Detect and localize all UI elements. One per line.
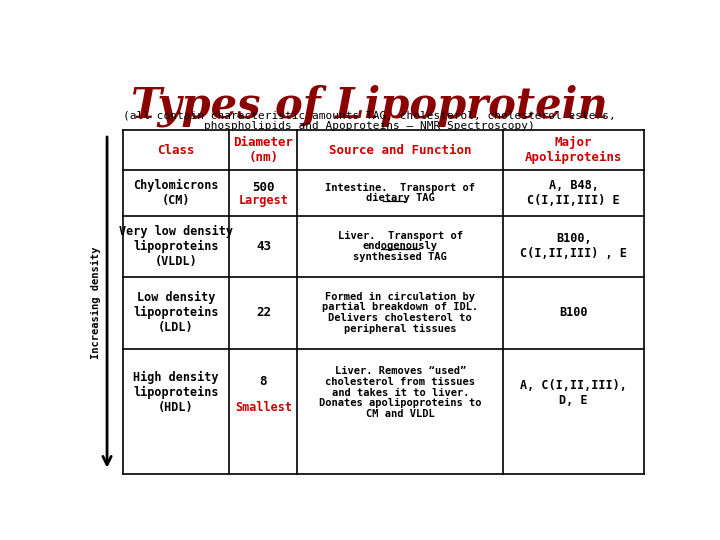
Text: Intestine.  Transport of: Intestine. Transport of xyxy=(325,183,475,193)
Text: dietary TAG: dietary TAG xyxy=(366,193,435,204)
Text: partial breakdown of IDL.: partial breakdown of IDL. xyxy=(322,302,478,312)
Text: Donates apolipoproteins to: Donates apolipoproteins to xyxy=(319,399,482,408)
Text: Largest: Largest xyxy=(238,194,288,207)
Text: 43: 43 xyxy=(256,240,271,253)
Text: Types of Lipoprotein: Types of Lipoprotein xyxy=(130,84,608,126)
Text: Source and Function: Source and Function xyxy=(329,144,472,157)
Text: dietary TAG: dietary TAG xyxy=(366,193,435,204)
Text: Low density
lipoproteins
(LDL): Low density lipoproteins (LDL) xyxy=(133,291,219,334)
Text: Smallest: Smallest xyxy=(235,401,292,414)
Text: High density
lipoproteins
(HDL): High density lipoproteins (HDL) xyxy=(133,371,219,414)
Text: 22: 22 xyxy=(256,306,271,319)
Text: synthesised TAG: synthesised TAG xyxy=(354,252,447,262)
Text: phospholipids and Apoproteins – NMR Spectroscopy): phospholipids and Apoproteins – NMR Spec… xyxy=(204,121,534,131)
Text: cholesterol from tissues: cholesterol from tissues xyxy=(325,377,475,387)
Text: Major
Apoliproteins: Major Apoliproteins xyxy=(525,136,623,164)
Text: B100,
C(I,II,III) , E: B100, C(I,II,III) , E xyxy=(521,232,627,260)
Text: and takes it to liver.: and takes it to liver. xyxy=(331,388,469,397)
Text: dietary TAG: dietary TAG xyxy=(366,193,435,204)
Text: Class: Class xyxy=(157,144,195,157)
Text: Liver.  Transport of: Liver. Transport of xyxy=(338,231,463,241)
Text: endogenously: endogenously xyxy=(363,241,438,252)
Text: Delivers cholesterol to: Delivers cholesterol to xyxy=(328,313,472,323)
Text: A, C(I,II,III),
D, E: A, C(I,II,III), D, E xyxy=(521,379,627,407)
Text: Chylomicrons
(CM): Chylomicrons (CM) xyxy=(133,179,219,207)
Text: Very low density
lipoproteins
(VLDL): Very low density lipoproteins (VLDL) xyxy=(119,225,233,268)
Text: 8: 8 xyxy=(260,375,267,388)
Text: endogenously: endogenously xyxy=(363,241,438,252)
Text: (all contain characteristic amounts TAG, cholesterol, cholesterol esters,: (all contain characteristic amounts TAG,… xyxy=(122,111,616,121)
Text: A, B48,
C(I,II,III) E: A, B48, C(I,II,III) E xyxy=(527,179,620,207)
Text: Formed in circulation by: Formed in circulation by xyxy=(325,292,475,301)
Text: Diameter
(nm): Diameter (nm) xyxy=(233,136,293,164)
Text: peripheral tissues: peripheral tissues xyxy=(344,324,456,334)
Text: Increasing density: Increasing density xyxy=(91,246,102,359)
Text: 500: 500 xyxy=(252,180,274,193)
Text: endogenously: endogenously xyxy=(363,241,438,252)
Text: B100: B100 xyxy=(559,306,588,319)
Text: CM and VLDL: CM and VLDL xyxy=(366,409,435,419)
Text: Liver. Removes “used”: Liver. Removes “used” xyxy=(335,366,466,376)
